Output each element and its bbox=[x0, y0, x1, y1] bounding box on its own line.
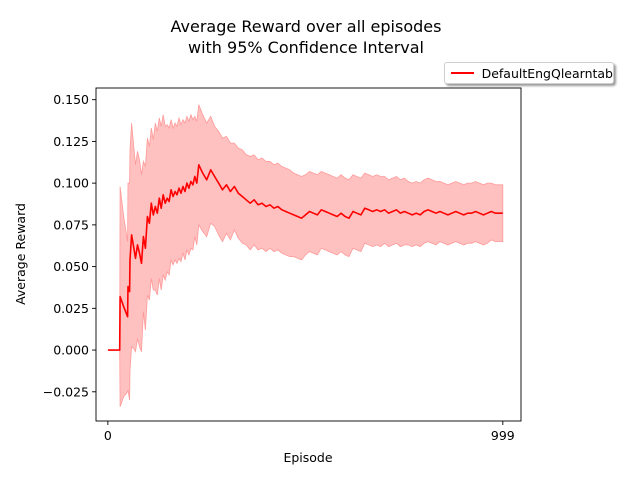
y-tick-label: 0.150 bbox=[53, 92, 89, 107]
y-tick-label: 0.075 bbox=[53, 217, 89, 232]
y-tick-label: 0.000 bbox=[53, 343, 89, 358]
y-tick-label: 0.125 bbox=[53, 134, 89, 149]
axes-frame bbox=[95, 87, 522, 422]
y-tick-label: 0.050 bbox=[53, 259, 89, 274]
y-tick-label: −0.025 bbox=[43, 384, 89, 399]
legend-label: DefaultEngQlearntab bbox=[481, 65, 613, 81]
chart-title-line2: with 95% Confidence Interval bbox=[188, 38, 424, 57]
chart-title-line1: Average Reward over all episodes bbox=[171, 17, 442, 36]
confidence-band bbox=[107, 104, 504, 407]
mean-reward-line bbox=[107, 164, 503, 351]
x-axis-label: Episode bbox=[283, 450, 332, 465]
y-tick-label: 0.025 bbox=[53, 301, 89, 316]
axes: −0.025 0.000 0.025 0.050 0.075 0.100 0.125 0.15… bbox=[43, 87, 522, 443]
y-axis-label: Average Reward bbox=[13, 203, 28, 305]
legend: DefaultEngQlearntab bbox=[444, 62, 614, 84]
plot-area bbox=[107, 104, 504, 407]
legend-line-swatch bbox=[451, 72, 474, 74]
x-tick-label: 0 bbox=[104, 428, 112, 443]
x-tick-label: 999 bbox=[491, 428, 515, 443]
y-tick-label: 0.100 bbox=[53, 176, 89, 191]
